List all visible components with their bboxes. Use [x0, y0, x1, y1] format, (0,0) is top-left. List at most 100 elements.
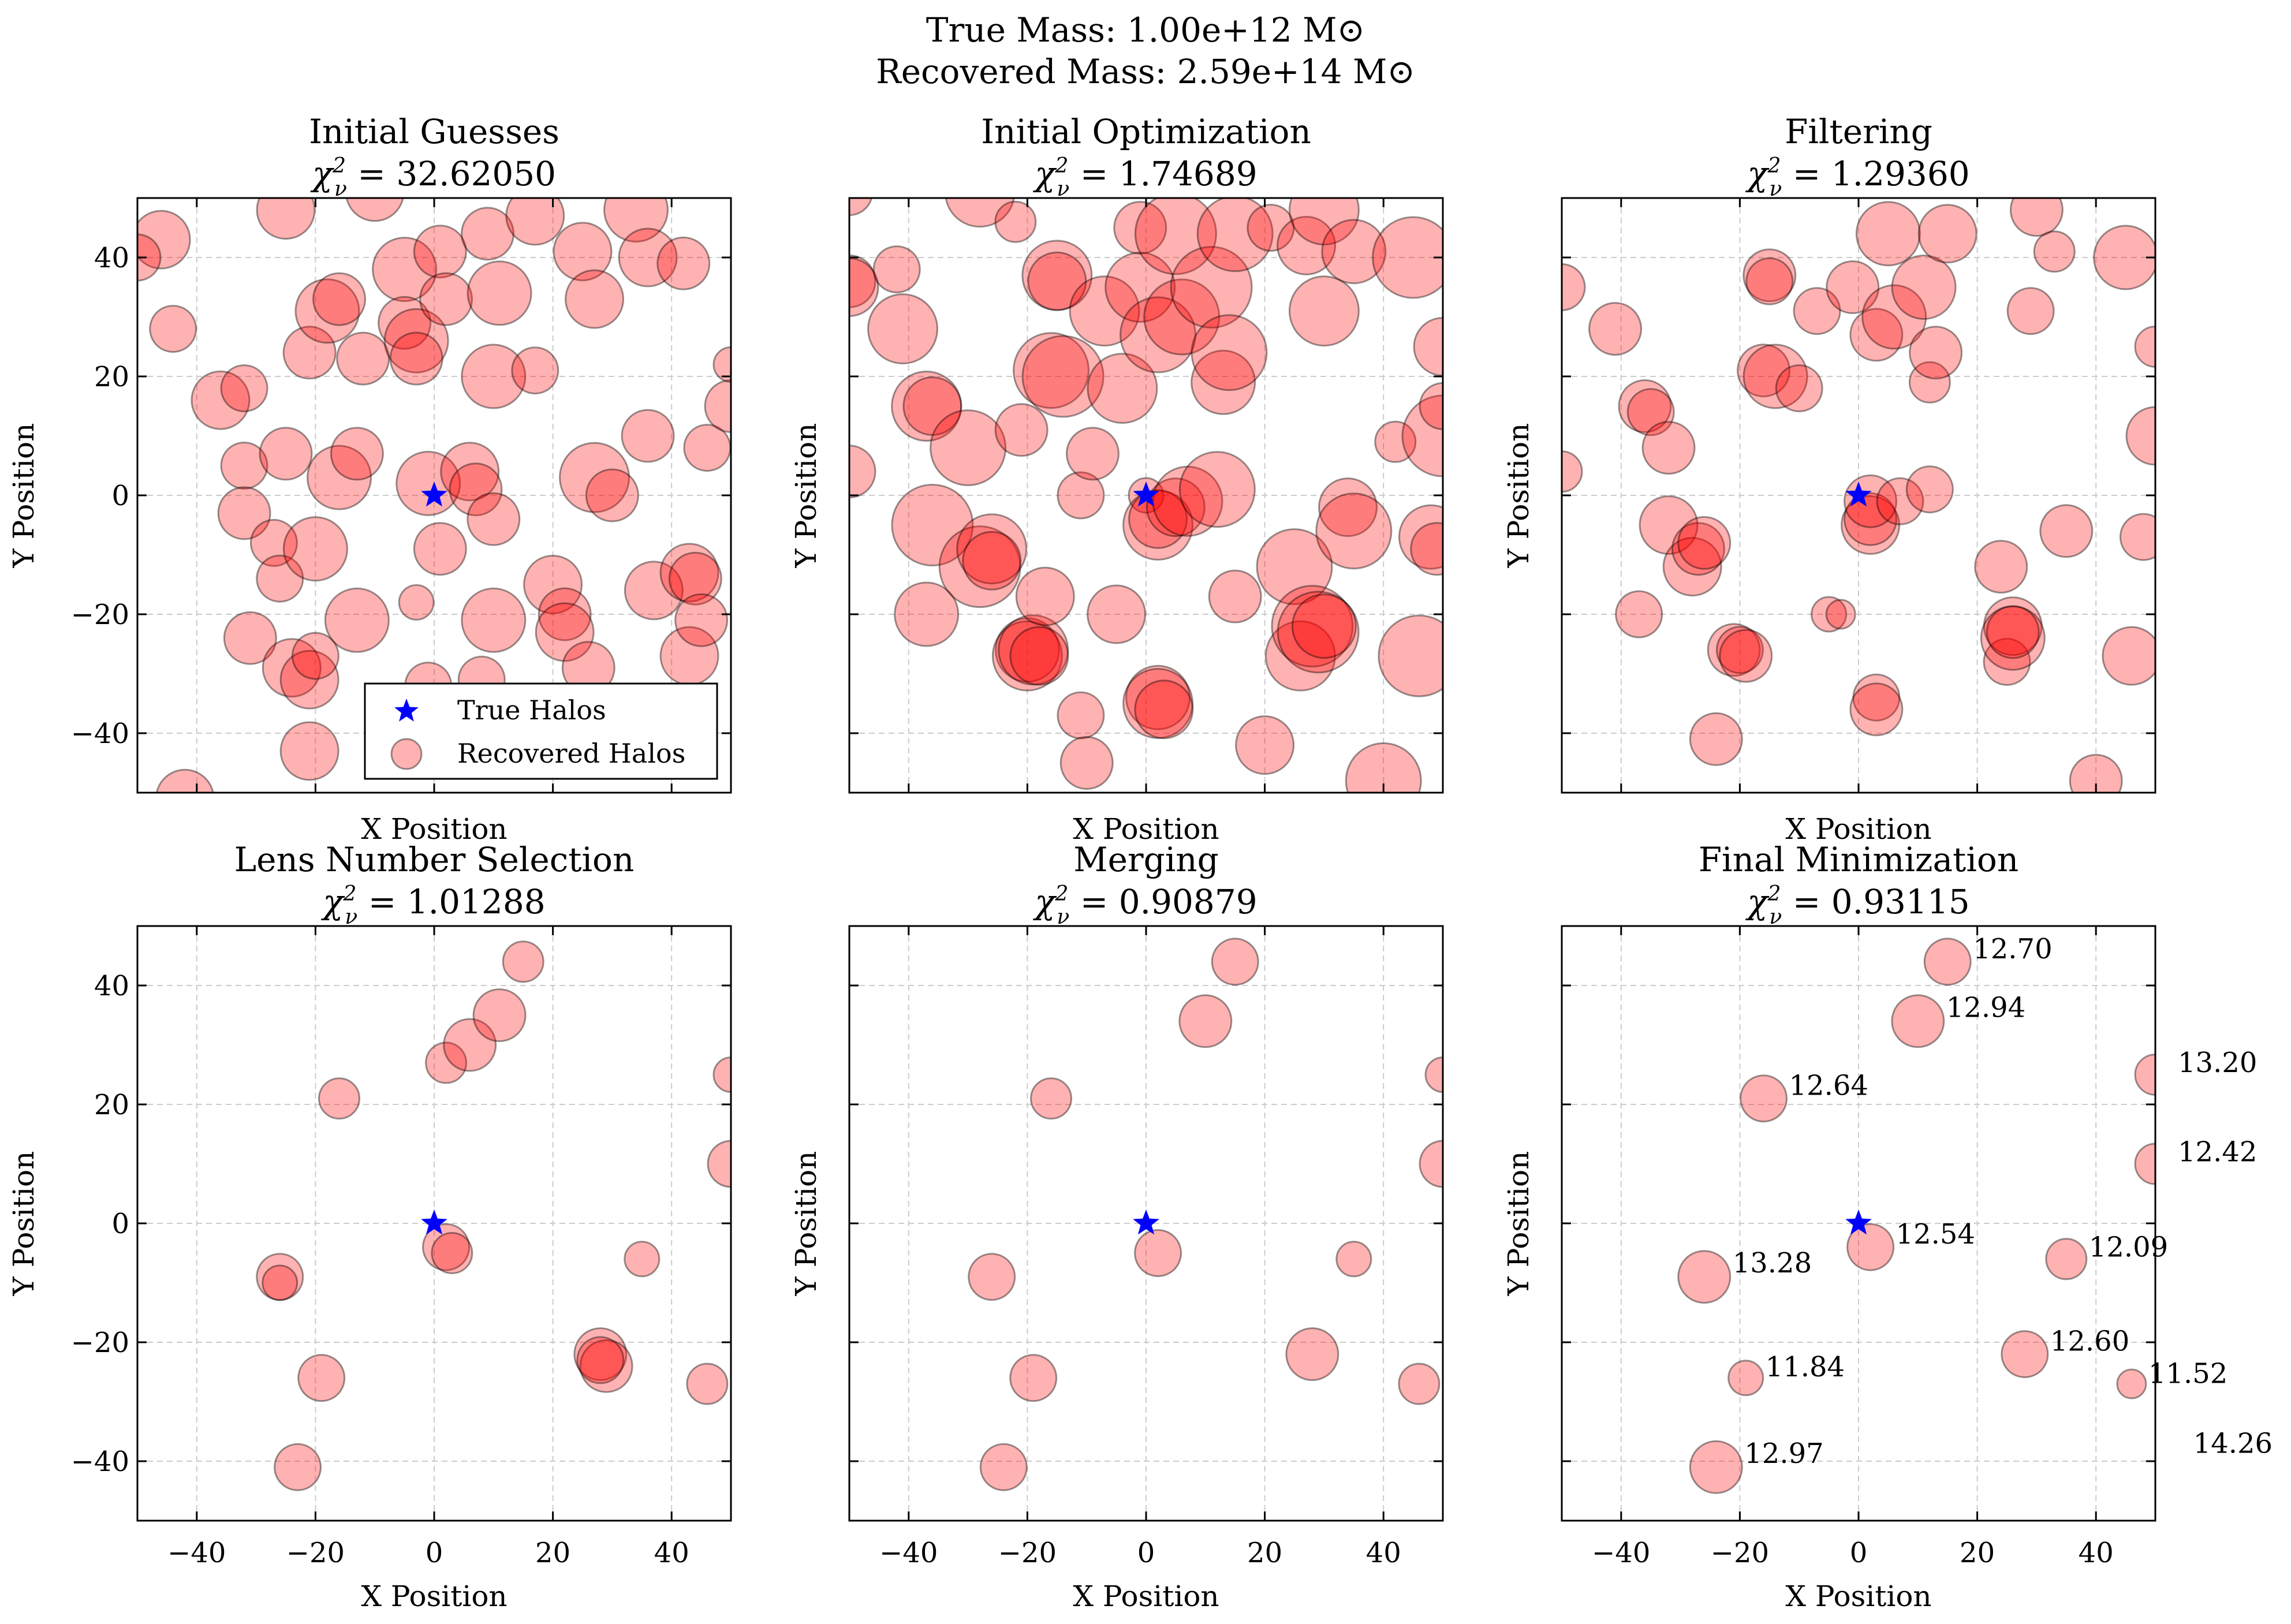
recovered-halo-marker — [603, 198, 669, 243]
recovered-halo-marker — [1424, 1056, 1443, 1093]
subplot-chi2: χ2 ν = 1.01288 — [320, 882, 545, 929]
recovered-halo-marker — [1844, 492, 1898, 546]
recovered-halo-marker — [279, 721, 339, 781]
recovered-halo-marker — [991, 620, 1063, 692]
recovered-halo-marker — [1410, 522, 1443, 576]
recovered-halo-marker — [461, 587, 527, 653]
chi-superscript: 2 — [1055, 882, 1069, 906]
recovered-halo-marker — [1677, 516, 1732, 570]
recovered-halo-marker — [378, 296, 432, 350]
x-tick-label: 20 — [1247, 1537, 1282, 1569]
figure-suptitle-recovered-mass: Recovered Mass: 2.59e+14 M⊙ — [876, 52, 1415, 91]
x-tick-label: 20 — [1960, 1537, 1995, 1569]
recovered-halo-marker — [1191, 314, 1268, 391]
recovered-halo-marker — [2009, 198, 2064, 237]
legend-true-halo-marker — [394, 699, 419, 722]
recovered-halo-marker — [307, 445, 372, 510]
subplot-final-minimization: 12.70 12.94 12.64 13.20 12.42 12.54 12.09 13.28… — [1502, 840, 2273, 1613]
recovered-halo-marker — [1671, 522, 1725, 576]
recovered-halo-marker — [1974, 540, 2028, 594]
recovered-halo-marker — [1727, 1360, 1764, 1397]
x-axis-label: X Position — [1785, 812, 1931, 846]
recovered-halo-marker — [1152, 465, 1223, 537]
recovered-halo-marker — [2134, 1143, 2155, 1185]
recovered-halo-marker — [249, 518, 298, 567]
recovered-halo-marker — [2045, 1238, 2088, 1280]
x-axis-label: X Position — [361, 812, 507, 846]
recovered-halo-marker — [1775, 364, 1823, 413]
plot-frame — [136, 925, 732, 1522]
x-axis-label: X Position — [1785, 1580, 1931, 1613]
recovered-halo-marker — [262, 1264, 298, 1301]
chi-value: = 1.29360 — [1782, 154, 1969, 193]
recovered-halo-marker — [1134, 1229, 1182, 1277]
recovered-halo-marker — [1849, 308, 1904, 362]
recovered-halo-marker — [443, 1018, 497, 1072]
y-axis-label: Y Position — [7, 1151, 40, 1297]
halo-mass-label: 12.09 — [2089, 1231, 2168, 1263]
x-tick-label: −40 — [1592, 1537, 1650, 1569]
legend-box — [364, 682, 718, 780]
recovered-halos — [968, 938, 1443, 1491]
recovered-halo-marker — [1826, 260, 1880, 314]
recovered-halo-marker — [2001, 1330, 2049, 1379]
chi-symbol: χ — [320, 882, 345, 921]
recovered-halo-marker — [2134, 326, 2155, 368]
recovered-halo-marker — [297, 1354, 346, 1402]
y-tick-label: 40 — [94, 242, 129, 274]
recovered-halo-marker — [1378, 614, 1443, 697]
recovered-halo-marker — [1122, 668, 1194, 739]
recovered-halo-marker — [511, 346, 559, 395]
recovered-halo-marker — [674, 593, 729, 647]
subplot-title: Initial Optimization — [981, 112, 1311, 151]
recovered-halo-marker — [256, 1253, 304, 1301]
true-halo-star — [1133, 1209, 1159, 1235]
recovered-halo-marker — [849, 445, 876, 499]
legend-recovered-halo-marker — [390, 738, 423, 770]
recovered-halo-marker — [1719, 629, 1773, 683]
y-tick-label: 20 — [94, 361, 129, 393]
recovered-halo-marker — [998, 614, 1069, 686]
halo-mass-label: 11.52 — [2148, 1358, 2227, 1390]
recovered-halo-marker — [1335, 1241, 1372, 1278]
plot-frame — [848, 197, 1444, 794]
chi-subscript: ν — [1769, 905, 1782, 929]
recovered-halo-marker — [1256, 528, 1333, 606]
recovered-halo-marker — [1277, 591, 1360, 674]
recovered-halo-marker — [1247, 204, 1295, 252]
recovered-halo-marker — [398, 584, 435, 621]
recovered-halo-marker — [704, 379, 731, 433]
y-tick-label: −20 — [71, 1327, 129, 1359]
y-tick-label: 40 — [94, 970, 129, 1002]
recovered-halo-marker — [1170, 246, 1253, 328]
chi-superscript: 2 — [332, 154, 346, 178]
recovered-halo-marker — [461, 207, 515, 261]
recovered-halo-marker — [440, 442, 500, 502]
subplot-title: Filtering — [1785, 112, 1932, 151]
recovered-halo-marker — [1917, 204, 1977, 264]
halo-mass-label: 12.42 — [2178, 1136, 2257, 1168]
halo-mass-label: 12.94 — [1946, 991, 2025, 1024]
recovered-halo-marker — [1196, 198, 1274, 272]
x-tick-label: 0 — [1850, 1537, 1868, 1569]
recovered-halo-marker — [659, 543, 719, 603]
recovered-halo-marker — [1372, 216, 1443, 299]
halo-mass-label: 11.84 — [1766, 1351, 1845, 1383]
recovered-halo-marker — [1178, 994, 1233, 1048]
recovered-halo-marker — [1615, 590, 1663, 639]
x-tick-label: 40 — [654, 1537, 689, 1569]
recovered-halo-marker — [505, 198, 565, 246]
recovered-halo-marker — [1398, 504, 1443, 570]
recovered-halo-marker — [1398, 1362, 1441, 1405]
recovered-halo-marker — [1742, 248, 1797, 303]
recovered-halos — [849, 198, 1443, 793]
subplot-lens-number-selection: −40 −20 0 20 40 −40 −20 0 20 40 Lens Number Select… — [7, 840, 732, 1613]
recovered-halo-marker — [419, 272, 473, 326]
recovered-halo-marker — [345, 198, 404, 222]
recovered-halo-marker — [576, 1336, 625, 1384]
x-axis-label: X Position — [1073, 1580, 1219, 1613]
recovered-halo-marker — [279, 649, 339, 710]
subplot-chi2: χ2 ν = 1.29360 — [1745, 154, 1969, 201]
recovered-halo-marker — [707, 1140, 731, 1188]
